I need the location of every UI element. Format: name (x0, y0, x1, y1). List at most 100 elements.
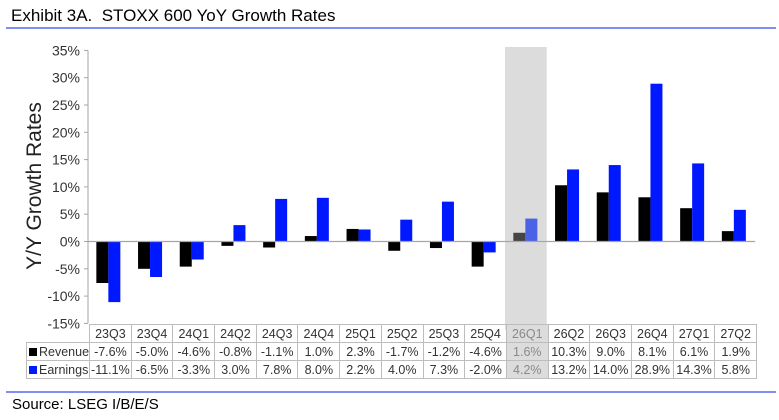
table-row-earnings: Earnings -11.1% -6.5% -3.3% 3.0% 7.8% 8.0% 2.2… (25, 360, 758, 379)
column-header-26q1: 26Q1 (505, 324, 549, 343)
revenue-bar-25q4 (471, 241, 484, 267)
y-tick-label: 20% (52, 124, 80, 140)
revenue-value-25q1: 2.3% (339, 342, 382, 361)
earnings-swatch-icon (29, 365, 37, 374)
legend-earnings: Earnings (25, 360, 91, 379)
earnings-bar-26q1 (525, 218, 538, 242)
y-tick-label: 30% (52, 70, 80, 86)
earnings-value-26q3: 14.0% (589, 360, 632, 379)
revenue-value-24q3: -1.1% (255, 342, 299, 361)
revenue-bar-25q2 (388, 241, 401, 251)
y-axis-label: Y/Y Growth Rates (23, 102, 46, 270)
column-header-23q4: 23Q4 (130, 324, 174, 343)
column-header-25q2: 25Q2 (380, 324, 424, 343)
revenue-bar-25q3 (429, 241, 442, 249)
column-header-26q4: 26Q4 (630, 324, 674, 343)
earnings-bar-23q4 (150, 241, 163, 277)
earnings-value-27q2: 5.8% (714, 360, 758, 379)
y-tick-label: -5% (55, 261, 80, 277)
earnings-value-24q1: -3.3% (172, 360, 216, 379)
revenue-value-23q4: -5.0% (130, 342, 174, 361)
earnings-bar-27q1 (692, 163, 705, 242)
column-header-24q1: 24Q1 (172, 324, 216, 343)
legend-revenue-label: Revenue (39, 344, 90, 359)
revenue-bar-24q1 (179, 241, 192, 267)
earnings-bar-26q2 (567, 169, 580, 242)
revenue-bar-27q2 (721, 231, 734, 242)
earnings-value-24q4: 8.0% (297, 360, 341, 379)
earnings-bar-23q3 (108, 241, 121, 303)
revenue-value-24q1: -4.6% (172, 342, 216, 361)
revenue-value-26q2: 10.3% (547, 342, 591, 361)
column-header-27q2: 27Q2 (714, 324, 758, 343)
revenue-value-25q3: -1.2% (422, 342, 466, 361)
revenue-bar-26q4 (638, 197, 651, 242)
revenue-value-26q1: 1.6% (505, 342, 549, 361)
earnings-value-27q1: 14.3% (672, 360, 716, 379)
earnings-value-26q4: 28.9% (630, 360, 674, 379)
earnings-bar-25q1 (358, 229, 371, 242)
earnings-value-25q2: 4.0% (380, 360, 424, 379)
revenue-bar-23q3 (96, 241, 109, 283)
revenue-value-26q3: 9.0% (589, 342, 632, 361)
revenue-bar-27q1 (680, 208, 693, 242)
y-axis-ticks: 35%30%25%20%15%10%5%0%-5%-10%-15% (47, 42, 88, 330)
source-note: Source: LSEG I/B/E/S (12, 396, 159, 413)
earnings-bar-24q4 (316, 197, 329, 242)
column-header-25q4: 25Q4 (464, 324, 507, 343)
y-tick-label: 5% (60, 206, 80, 222)
earnings-value-26q2: 13.2% (547, 360, 591, 379)
legend-earnings-label: Earnings (39, 362, 89, 377)
revenue-bar-24q2 (221, 241, 234, 246)
revenue-bar-25q1 (346, 228, 359, 242)
revenue-value-25q4: -4.6% (464, 342, 507, 361)
bar-chart: Y/Y Growth Rates 35% 30% 25% 20% 15% 10% 5% 0% -… (23, 42, 756, 330)
table-corner (26, 324, 91, 343)
revenue-value-27q1: 6.1% (672, 342, 716, 361)
revenue-value-25q2: -1.7% (380, 342, 424, 361)
earnings-value-24q3: 7.8% (255, 360, 299, 379)
table-header-row: 23Q3 23Q4 24Q1 24Q2 24Q3 24Q4 25Q1 25Q2 25Q3 25Q4… (26, 324, 758, 343)
column-header-23q3: 23Q3 (89, 324, 132, 343)
earnings-value-25q1: 2.2% (339, 360, 382, 379)
revenue-value-23q3: -7.6% (89, 342, 132, 361)
revenue-value-24q4: 1.0% (297, 342, 341, 361)
column-header-27q1: 27Q1 (672, 324, 716, 343)
earnings-value-23q4: -6.5% (130, 360, 174, 379)
earnings-value-25q4: -2.0% (464, 360, 507, 379)
revenue-bar-23q4 (138, 241, 151, 269)
y-tick-label: 25% (52, 97, 80, 113)
earnings-bar-24q1 (191, 241, 204, 260)
revenue-value-24q2: -0.8% (214, 342, 257, 361)
earnings-value-25q3: 7.3% (422, 360, 466, 379)
earnings-bar-24q3 (275, 198, 288, 242)
y-tick-label: 0% (60, 234, 80, 250)
revenue-swatch-icon (29, 347, 37, 356)
source-rule (6, 391, 776, 393)
y-tick-label: 10% (52, 179, 80, 195)
column-header-25q3: 25Q3 (422, 324, 466, 343)
exhibit-title: Exhibit 3A. STOXX 600 YoY Growth Rates (11, 6, 336, 25)
legend-revenue: Revenue (25, 342, 91, 361)
revenue-value-26q4: 8.1% (630, 342, 674, 361)
earnings-value-26q1: 4.2% (505, 360, 549, 379)
earnings-bar-26q4 (650, 83, 663, 242)
title-rule (6, 27, 776, 29)
earnings-value-24q2: 3.0% (214, 360, 257, 379)
earnings-bar-25q4 (483, 241, 496, 253)
revenue-value-27q2: 1.9% (714, 342, 758, 361)
earnings-bar-25q3 (441, 201, 454, 242)
earnings-bar-27q2 (733, 209, 746, 242)
revenue-bar-26q3 (596, 192, 609, 242)
column-header-24q3: 24Q3 (255, 324, 299, 343)
earnings-value-23q3: -11.1% (89, 360, 132, 379)
column-header-24q2: 24Q2 (214, 324, 257, 343)
earnings-bar-25q2 (400, 219, 413, 242)
earnings-bar-26q3 (608, 165, 621, 242)
revenue-bar-24q3 (263, 241, 276, 248)
y-tick-label: -10% (47, 288, 80, 304)
column-header-26q2: 26Q2 (547, 324, 591, 343)
earnings-bar-24q2 (233, 225, 246, 242)
y-tick-label: 35% (52, 42, 80, 58)
revenue-bar-26q2 (555, 185, 568, 242)
